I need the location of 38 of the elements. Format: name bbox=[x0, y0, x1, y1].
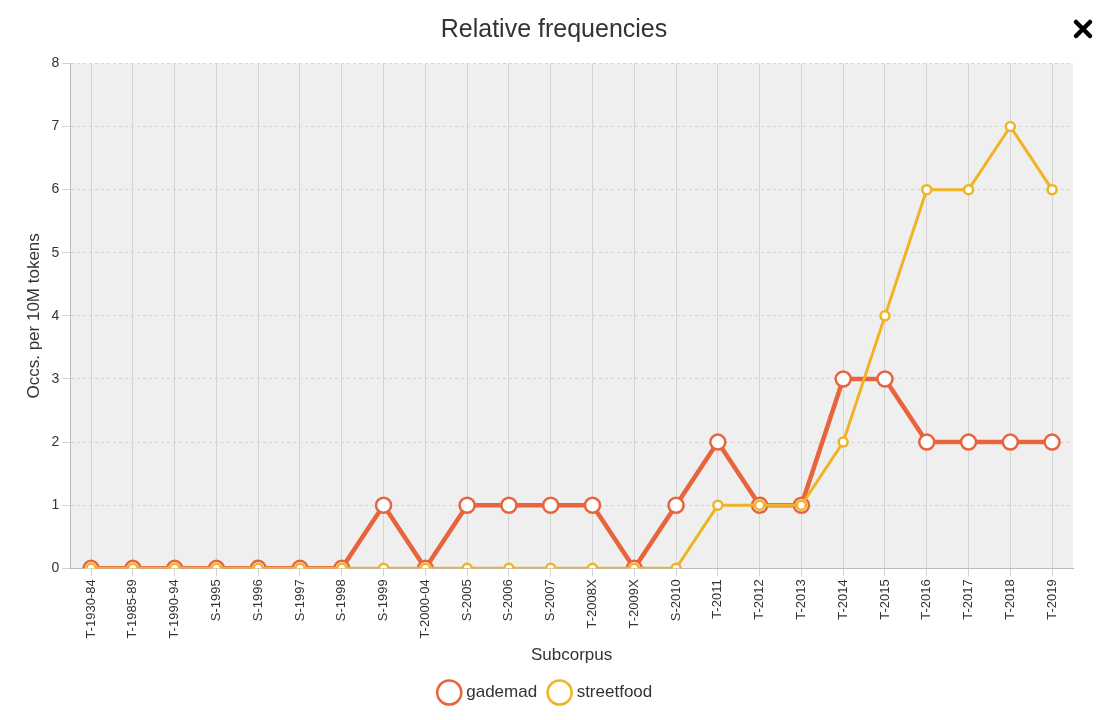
x-tick-label: T-2000-04 bbox=[416, 579, 432, 639]
legend-label: gademad bbox=[466, 682, 538, 702]
x-tick-label: S-1996 bbox=[249, 579, 265, 622]
x-tick-label: T-2019 bbox=[1043, 579, 1059, 620]
x-tick-label: S-2010 bbox=[667, 579, 683, 622]
x-axis-title: Subcorpus bbox=[530, 645, 613, 665]
x-tick-label: T-2008X bbox=[584, 579, 600, 629]
x-tick-label: T-1930-84 bbox=[82, 579, 98, 639]
x-tick-label: T-1990-94 bbox=[166, 579, 182, 639]
x-tick-label: S-1998 bbox=[333, 579, 349, 622]
x-tick-label: S-2005 bbox=[458, 579, 474, 622]
y-tick-label: 8 bbox=[51, 54, 60, 71]
x-tick-label: T-2011 bbox=[709, 579, 725, 619]
y-tick-label: 2 bbox=[51, 432, 60, 449]
y-tick-label: 6 bbox=[51, 180, 60, 197]
x-tick-label: T-2013 bbox=[792, 579, 808, 620]
y-tick-label: 4 bbox=[51, 306, 60, 323]
y-tick-label: 7 bbox=[51, 117, 60, 134]
y-tick-label: 1 bbox=[51, 496, 60, 513]
legend-label: streetfood bbox=[576, 682, 653, 702]
x-tick-label: T-2016 bbox=[918, 579, 934, 620]
x-tick-label: S-1995 bbox=[208, 579, 224, 622]
x-tick-label: T-2018 bbox=[1001, 579, 1017, 620]
x-tick-label: S-1997 bbox=[291, 579, 307, 622]
x-tick-label: T-1985-89 bbox=[124, 579, 140, 639]
y-axis-title: Occs. per 10M tokens bbox=[23, 233, 43, 399]
x-tick-label: T-2017 bbox=[960, 579, 976, 620]
y-tick-label: 5 bbox=[51, 243, 60, 260]
y-tick-label: 0 bbox=[51, 559, 60, 576]
x-tick-label: S-2007 bbox=[542, 579, 558, 622]
x-tick-label: S-2006 bbox=[500, 579, 516, 622]
x-tick-label: T-2012 bbox=[751, 579, 767, 620]
x-tick-label: T-2014 bbox=[834, 579, 850, 620]
y-tick-label: 3 bbox=[51, 369, 60, 386]
x-tick-label: S-1999 bbox=[375, 579, 391, 622]
x-tick-label: T-2015 bbox=[876, 579, 892, 620]
x-tick-label: T-2009X bbox=[625, 579, 641, 629]
chart-title: Relative frequencies bbox=[439, 14, 669, 43]
